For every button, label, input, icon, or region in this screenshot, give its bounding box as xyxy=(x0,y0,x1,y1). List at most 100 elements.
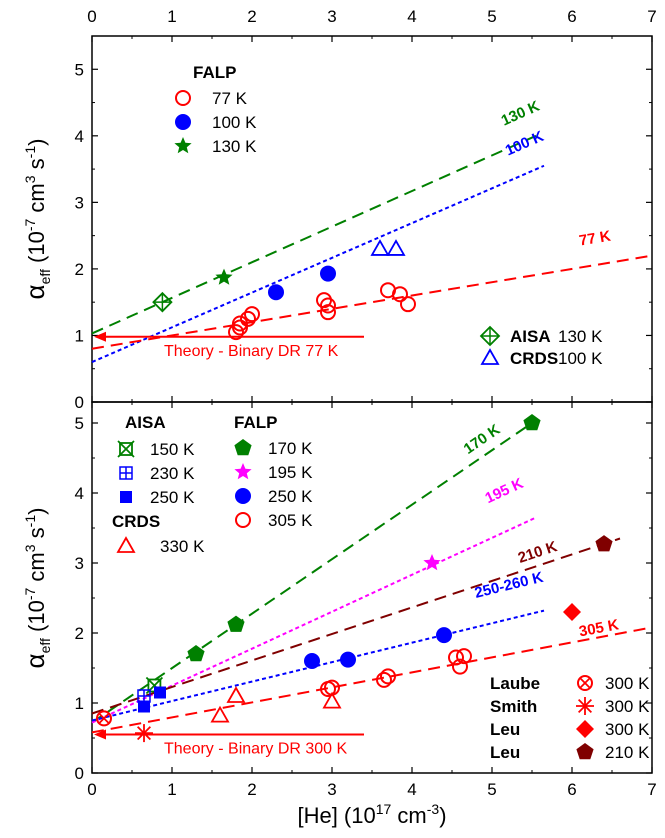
data-point xyxy=(423,554,441,571)
x-tick-label-top: 6 xyxy=(567,7,576,26)
triangle-shape xyxy=(480,348,500,365)
legend-marker xyxy=(234,463,252,480)
legend-title: CRDS xyxy=(112,512,160,531)
legend-marker xyxy=(576,743,594,760)
data-point xyxy=(392,286,408,303)
pentagon-shape xyxy=(523,414,541,431)
square-shape xyxy=(138,700,150,713)
arrow-left-icon xyxy=(94,729,106,740)
data-point xyxy=(138,700,150,713)
legend-label: 195 K xyxy=(268,463,313,482)
data-point xyxy=(376,671,392,688)
star-shape xyxy=(423,554,441,571)
legend-marker xyxy=(480,348,500,365)
x-tick-label: 4 xyxy=(407,780,416,799)
data-point xyxy=(320,297,336,314)
data-point xyxy=(210,705,230,723)
circle-shape xyxy=(232,315,248,332)
x-tick-label-top: 7 xyxy=(647,7,656,26)
data-point xyxy=(320,265,336,282)
legend-label: 130 K xyxy=(212,137,257,156)
circle-shape xyxy=(228,324,244,341)
legend-label: 77 K xyxy=(212,89,248,108)
circle-shape xyxy=(320,304,336,321)
data-point xyxy=(215,268,233,285)
circle-shape xyxy=(240,310,256,327)
bottom-y-axis-title: αeff (10-7 cm3 s-1) xyxy=(20,508,53,669)
x-tick-label: 1 xyxy=(167,780,176,799)
x-tick-label: 7 xyxy=(647,780,656,799)
legend-label: 100 K xyxy=(212,113,257,132)
theory-label: Theory - Binary DR 77 K xyxy=(164,343,339,360)
fit-line xyxy=(91,516,537,724)
circle-shape xyxy=(175,114,191,130)
cross-line xyxy=(145,676,164,695)
legend-label: 300 K xyxy=(605,674,650,693)
square-shape xyxy=(119,442,133,456)
star-shape xyxy=(215,268,233,285)
legend-title: FALP xyxy=(234,413,277,432)
x-tick-label-top: 0 xyxy=(87,7,96,26)
fit-label: 77 K xyxy=(578,228,612,250)
legend-marker xyxy=(577,675,593,691)
y-tick-label: 4 xyxy=(75,484,84,503)
legend-marker xyxy=(174,137,192,154)
x-tick-label: 0 xyxy=(87,780,96,799)
legend-label: 330 K xyxy=(160,537,205,556)
legend-marker xyxy=(479,325,501,347)
legend-label: 210 K xyxy=(605,743,650,762)
data-point xyxy=(340,651,356,668)
triangle-shape xyxy=(370,239,390,256)
y-tick-label: 5 xyxy=(75,60,84,79)
circle-shape xyxy=(376,671,392,688)
legend-marker xyxy=(576,720,594,738)
legend-label: 300 K xyxy=(605,720,650,739)
arrow-left-icon xyxy=(94,331,106,342)
data-point xyxy=(96,710,112,727)
legend-label: 150 K xyxy=(150,440,195,459)
pentagon-shape xyxy=(595,535,613,552)
legend-marker xyxy=(116,536,136,553)
triangle-shape xyxy=(210,705,230,723)
legend-name: CRDS xyxy=(510,349,558,368)
fit-line xyxy=(91,537,621,715)
y-tick-label: 1 xyxy=(75,694,84,713)
y-tick-label: 0 xyxy=(75,393,84,412)
cross-line xyxy=(98,712,110,725)
legend-marker xyxy=(234,439,252,456)
x-tick-label-top: 3 xyxy=(327,7,336,26)
legend-name: Smith xyxy=(490,697,537,716)
data-point xyxy=(152,291,173,313)
square-shape xyxy=(154,686,166,699)
y-tick-label: 3 xyxy=(75,193,84,212)
data-point xyxy=(135,724,153,743)
legend-label: 130 K xyxy=(558,327,603,346)
data-point xyxy=(386,239,406,256)
star-shape xyxy=(174,137,192,154)
data-point xyxy=(320,304,336,321)
circle-shape xyxy=(456,648,472,665)
y-tick-label: 2 xyxy=(75,260,84,279)
triangle-shape xyxy=(116,536,136,553)
legend-marker xyxy=(576,697,594,715)
data-point xyxy=(595,535,613,552)
top-panel: 0 1 2 3 4 5 6 7 0 1 2 3 4 5 130 K 100 K 77 K Theory - B… xyxy=(75,7,657,412)
data-point xyxy=(244,306,260,323)
circle-shape xyxy=(392,286,408,303)
top-y-axis-title: αeff (10-7 cm3 s-1) xyxy=(20,139,53,300)
data-point xyxy=(232,315,248,332)
data-point xyxy=(322,691,342,709)
legend-name: AISA xyxy=(510,327,551,346)
diamond-shape xyxy=(563,603,581,621)
circle-shape xyxy=(436,627,452,644)
x-tick-label: 5 xyxy=(487,780,496,799)
circle-shape xyxy=(244,306,260,323)
legend-label: 230 K xyxy=(150,464,195,483)
legend-title: FALP xyxy=(193,63,236,82)
y-tick-label: 0 xyxy=(75,764,84,783)
legend-label: 250 K xyxy=(150,488,195,507)
legend-name: Leu xyxy=(490,743,520,762)
circle-shape xyxy=(304,653,320,669)
